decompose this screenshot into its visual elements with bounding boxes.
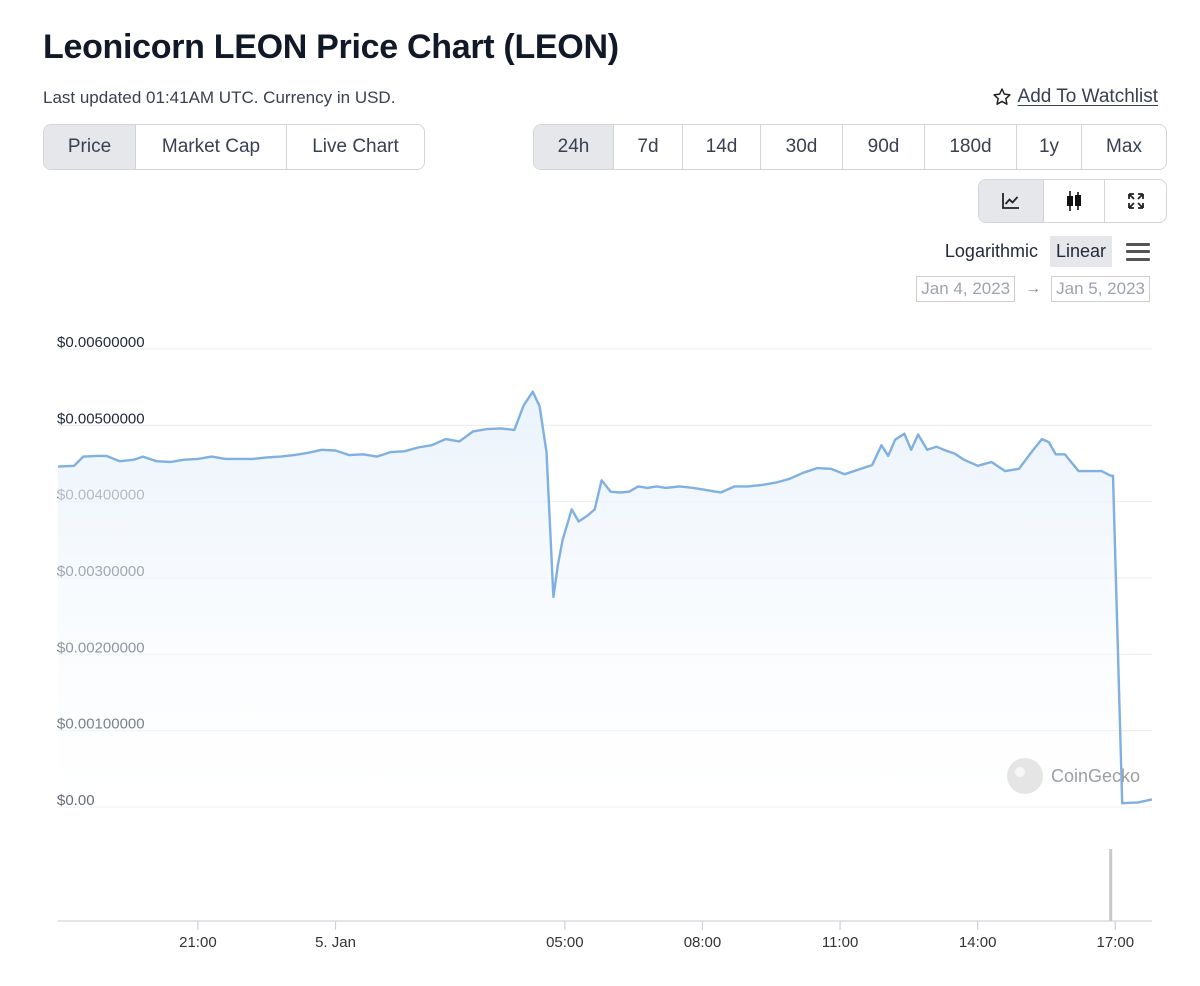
chart-type-selector bbox=[978, 179, 1167, 223]
tab-market-cap[interactable]: Market Cap bbox=[136, 125, 287, 169]
watermark-text: CoinGecko bbox=[1051, 766, 1140, 786]
date-from-input[interactable]: Jan 4, 2023 bbox=[916, 276, 1016, 302]
price-chart[interactable]: $0.00$0.00100000$0.00200000$0.00300000$0… bbox=[0, 300, 1200, 960]
last-updated-text: Last updated 01:41AM UTC. Currency in US… bbox=[43, 88, 396, 107]
x-tick-label: 17:00 bbox=[1097, 934, 1135, 951]
range-max[interactable]: Max bbox=[1106, 136, 1142, 157]
scale-linear[interactable]: Linear bbox=[1049, 236, 1112, 267]
x-tick-label: 08:00 bbox=[684, 934, 722, 951]
page-title: Leonicorn LEON Price Chart (LEON) bbox=[43, 28, 619, 66]
x-axis-ticks: 21:00 5. Jan 05:00 08:00 11:00 14:00 17:00 bbox=[179, 921, 1134, 951]
tab-live-chart[interactable]: Live Chart bbox=[312, 136, 399, 157]
date-to-input[interactable]: Jan 5, 2023 bbox=[1051, 276, 1150, 302]
fullscreen-button[interactable] bbox=[1105, 180, 1166, 222]
range-24h[interactable]: 24h bbox=[534, 125, 614, 169]
range-30d[interactable]: 30d bbox=[761, 125, 843, 169]
scale-logarithmic[interactable]: Logarithmic bbox=[944, 241, 1038, 261]
date-range-inputs: Jan 4, 2023 → Jan 5, 2023 bbox=[916, 276, 1150, 302]
time-range-selector: 24h 7d 14d 30d 90d 180d 1y Max bbox=[533, 124, 1167, 170]
range-90d[interactable]: 90d bbox=[843, 125, 925, 169]
coingecko-watermark: CoinGecko bbox=[1007, 758, 1140, 794]
candlestick-icon bbox=[1067, 191, 1081, 211]
range-14d[interactable]: 14d bbox=[683, 125, 761, 169]
x-tick-label: 5. Jan bbox=[315, 934, 356, 951]
range-180d[interactable]: 180d bbox=[925, 125, 1017, 169]
y-tick-label: $0.00500000 bbox=[57, 410, 145, 427]
price-line[interactable] bbox=[57, 390, 1153, 805]
scale-toggle: Logarithmic Linear bbox=[939, 236, 1150, 267]
gecko-logo-icon bbox=[1007, 758, 1043, 794]
candlestick-button[interactable] bbox=[1044, 180, 1105, 222]
watchlist-label[interactable]: Add To Watchlist bbox=[1017, 86, 1158, 107]
chart-mode-tabs: Price Market Cap Live Chart bbox=[43, 124, 425, 170]
star-icon bbox=[992, 88, 1011, 105]
range-7d[interactable]: 7d bbox=[614, 125, 683, 169]
volume-bar bbox=[1109, 849, 1113, 921]
line-chart-button[interactable] bbox=[979, 180, 1044, 222]
hamburger-menu-icon[interactable] bbox=[1126, 242, 1150, 261]
add-to-watchlist-link[interactable]: Add To Watchlist bbox=[992, 86, 1158, 108]
arrow-right-icon: → bbox=[1025, 280, 1042, 297]
x-tick-label: 21:00 bbox=[179, 934, 217, 951]
line-chart-icon bbox=[1002, 193, 1019, 209]
x-tick-label: 05:00 bbox=[546, 934, 584, 951]
y-tick-label: $0.00600000 bbox=[57, 334, 145, 351]
range-1y[interactable]: 1y bbox=[1017, 125, 1082, 169]
x-tick-label: 11:00 bbox=[822, 934, 858, 951]
price-area-fill bbox=[58, 391, 1152, 807]
x-tick-label: 14:00 bbox=[959, 934, 997, 951]
tab-price[interactable]: Price bbox=[44, 125, 136, 169]
fullscreen-icon bbox=[1127, 193, 1144, 209]
